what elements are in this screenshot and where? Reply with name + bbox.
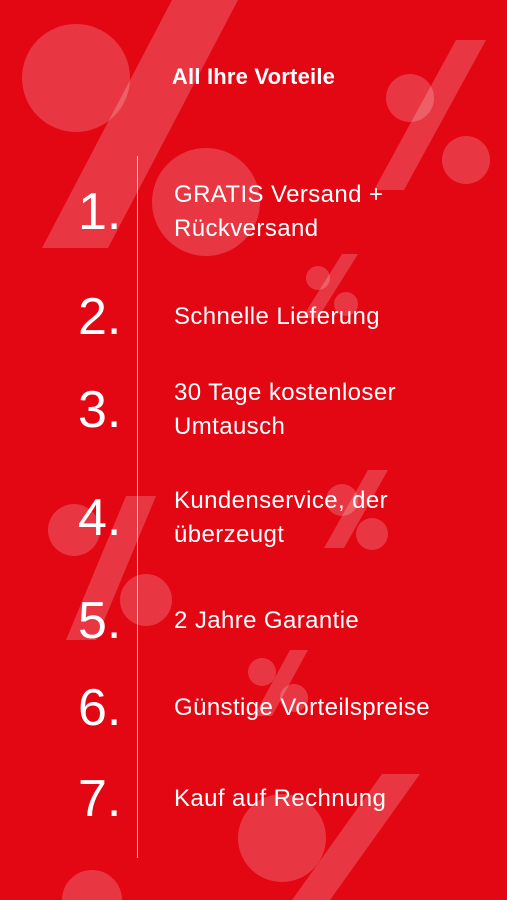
benefit-label: Kundenservice, der überzeugt <box>174 487 388 548</box>
benefit-item: 4. Kundenservice, der überzeugt <box>0 478 507 558</box>
percent-icon <box>324 470 388 550</box>
percent-icon <box>48 496 172 640</box>
benefit-number: 5. <box>78 592 122 650</box>
percent-icon <box>302 254 358 318</box>
percent-icon <box>62 774 420 900</box>
benefit-item: 1. GRATIS Versand + Rückversand <box>0 172 507 252</box>
page-title: All Ihre Vorteile <box>171 64 336 89</box>
benefit-number: 3. <box>78 381 122 439</box>
benefit-item: 7. Kauf auf Rechnung <box>0 759 507 839</box>
benefit-item: 2. Schnelle Lieferung <box>0 277 507 357</box>
benefit-label: Schnelle Lieferung <box>174 303 381 330</box>
benefit-label: 30 Tage kostenloser Umtausch <box>174 379 396 440</box>
benefit-label: Kauf auf Rechnung <box>174 785 387 812</box>
benefit-number: 1. <box>78 183 122 241</box>
benefit-item: 3. 30 Tage kostenloser Umtausch <box>0 370 507 450</box>
benefit-label: Günstige Vorteilspreise <box>174 694 430 721</box>
benefit-number: 6. <box>78 679 122 737</box>
benefit-number: 7. <box>78 770 122 828</box>
benefit-number: 4. <box>78 489 122 547</box>
benefit-item: 6. Günstige Vorteilspreise <box>0 668 507 748</box>
benefit-label: 2 Jahre Garantie <box>174 607 360 634</box>
percent-icon <box>248 650 308 716</box>
benefit-item: 5. 2 Jahre Garantie <box>0 581 507 661</box>
vertical-divider <box>137 156 138 858</box>
percent-icon <box>22 0 260 256</box>
benefit-label: GRATIS Versand + Rückversand <box>174 181 384 242</box>
percent-icon <box>374 40 490 190</box>
benefit-number: 2. <box>78 288 122 346</box>
